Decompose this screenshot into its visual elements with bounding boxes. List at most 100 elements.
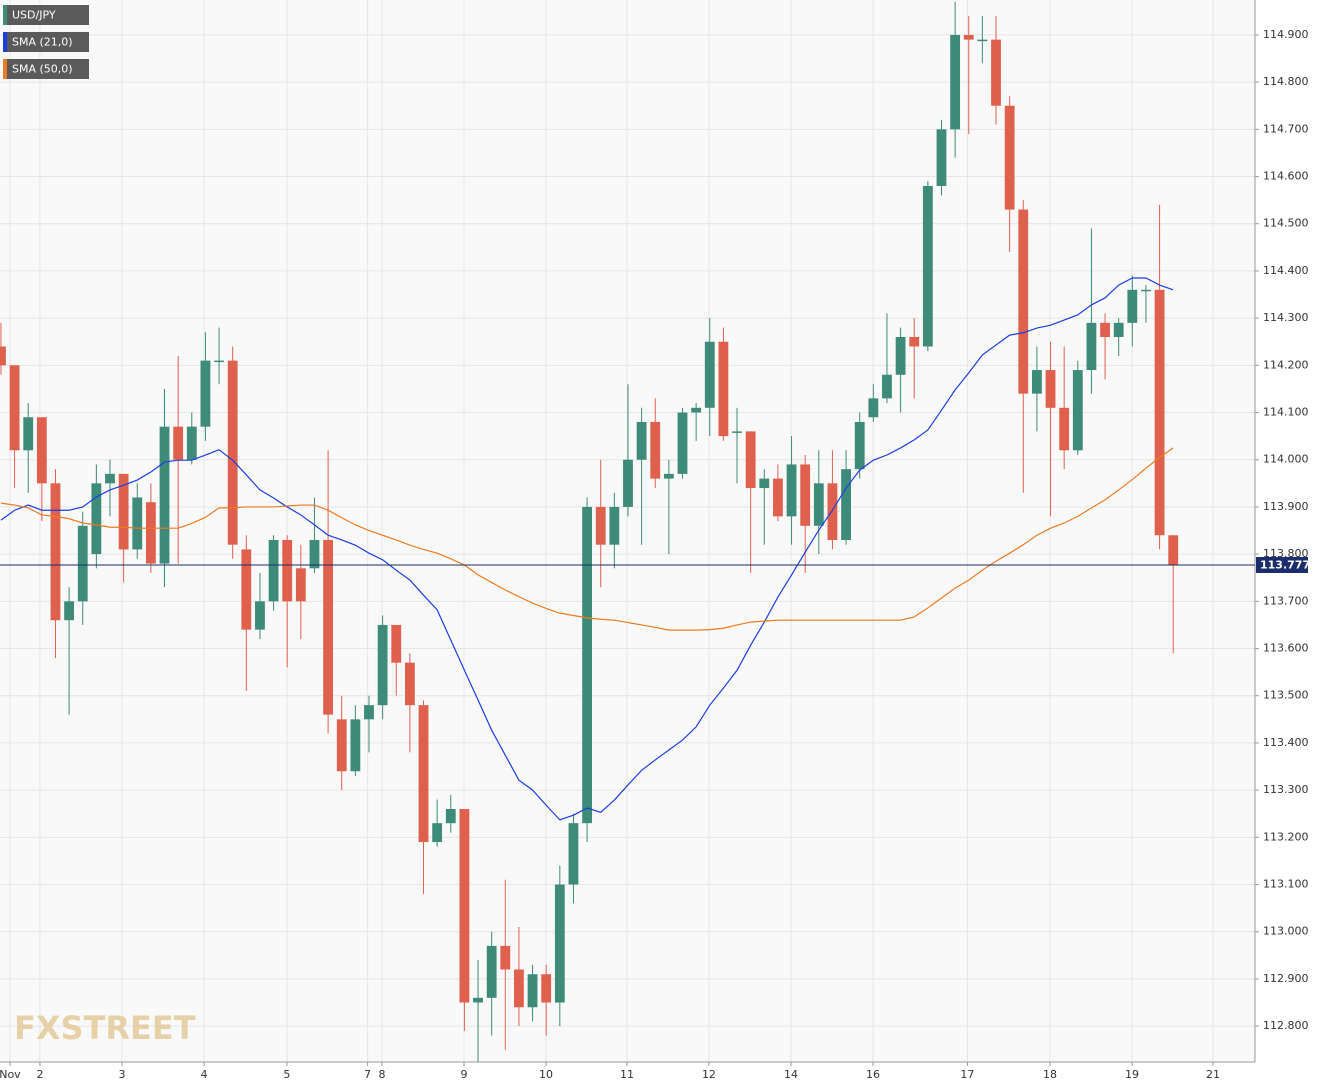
x-tick-label: 4 [201, 1068, 208, 1081]
legend-label: USD/JPY [12, 9, 56, 22]
candle-body [773, 478, 783, 517]
candle-body [991, 39, 1001, 106]
candle-body [745, 431, 756, 489]
candle-body [1127, 289, 1138, 323]
candle-body [50, 483, 61, 621]
candle-body [1100, 322, 1110, 338]
candle-body [23, 417, 34, 451]
candle-body [36, 417, 47, 484]
candle-body [1168, 535, 1179, 565]
plot [0, 1, 1179, 1062]
candle-body [841, 469, 851, 540]
candle-body [1086, 322, 1097, 371]
legend-swatch [3, 59, 7, 79]
y-tick-label: 113.000 [1263, 925, 1309, 938]
candle-body [595, 506, 606, 545]
candle-body [1154, 289, 1165, 536]
last-price-label: 113.777 [1260, 558, 1310, 571]
x-tick-label: 11 [620, 1068, 634, 1081]
last-price-box [1256, 556, 1308, 573]
candle-body [173, 426, 184, 460]
candle-body [0, 346, 6, 366]
candle-body [336, 719, 347, 772]
x-tick-label: 5 [283, 1068, 290, 1081]
candle-body [500, 945, 511, 970]
x-tick-label: 3 [118, 1068, 125, 1081]
x-tick-label: 16 [866, 1068, 880, 1081]
y-tick-label: 112.800 [1263, 1019, 1309, 1032]
candle-body [364, 705, 374, 720]
candle-body [118, 473, 129, 550]
sma-line [0, 447, 1174, 631]
y-tick-label: 114.400 [1263, 264, 1309, 277]
candle-body [582, 506, 592, 824]
x-tick-label: 8 [378, 1068, 385, 1081]
candle-body [677, 412, 688, 474]
legend-box[interactable] [3, 59, 89, 79]
candle-body [704, 341, 715, 408]
y-tick-label: 113.700 [1263, 594, 1309, 607]
candle-body [132, 497, 143, 550]
candle-body [377, 624, 388, 706]
candle-body [459, 809, 470, 1003]
x-tick-label: Nov [0, 1068, 21, 1081]
y-tick-label: 114.000 [1263, 453, 1309, 466]
x-tick-label: 17 [960, 1068, 974, 1081]
candle-body [227, 360, 238, 545]
candle-body [759, 478, 770, 489]
y-tick-label: 113.900 [1263, 500, 1309, 513]
candle-body [1113, 322, 1124, 338]
x-tick-label: 9 [460, 1068, 467, 1081]
candle-body [186, 426, 197, 460]
candle-body [214, 360, 224, 363]
y-tick-label: 112.900 [1263, 972, 1309, 985]
candle-body [1004, 105, 1015, 210]
y-tick-label: 113.800 [1263, 547, 1309, 560]
candle-body [813, 483, 824, 526]
y-tick-label: 113.200 [1263, 830, 1309, 843]
x-tick-label: 18 [1043, 1068, 1057, 1081]
y-tick-label: 114.700 [1263, 122, 1309, 135]
candle-body [309, 539, 320, 569]
candle-body [718, 341, 729, 437]
candle-body [623, 459, 633, 507]
candle-body [432, 823, 443, 843]
x-tick-label: 12 [702, 1068, 716, 1081]
candle-body [609, 506, 620, 545]
candle-body [159, 426, 170, 564]
x-tick-label: 19 [1125, 1068, 1139, 1081]
legend-swatch [3, 5, 7, 25]
candle-body [854, 421, 865, 470]
x-tick-label: 2 [36, 1068, 43, 1081]
candle-body [732, 431, 742, 433]
candle-body [255, 601, 265, 630]
y-tick-label: 114.300 [1263, 311, 1309, 324]
candle-body [541, 974, 552, 1003]
legend-label: SMA (21,0) [12, 36, 73, 49]
candle-body [404, 662, 415, 706]
candle-body [636, 421, 647, 460]
legend-box[interactable] [3, 32, 89, 52]
candle-body [295, 568, 306, 602]
legend-box[interactable] [3, 5, 89, 25]
candle-body [9, 365, 20, 451]
candle-body [1141, 289, 1151, 292]
candle-body [418, 705, 429, 843]
candle-body [268, 539, 279, 602]
candle-body [64, 601, 75, 621]
legend: USD/JPY SMA (21,0) SMA (50,0) [3, 5, 89, 79]
candle-body [514, 969, 524, 1008]
legend-swatch [3, 32, 7, 52]
candle-body [800, 464, 811, 526]
legend-label: SMA (50,0) [12, 63, 73, 76]
candle-body [1018, 209, 1029, 394]
candle-body [936, 129, 947, 186]
x-tick-label: 21 [1206, 1068, 1220, 1081]
candle-body [1031, 370, 1042, 394]
candle-body [200, 360, 211, 427]
y-tick-label: 113.400 [1263, 736, 1309, 749]
y-tick-label: 114.900 [1263, 28, 1309, 41]
candle-body [963, 34, 974, 40]
y-tick-label: 114.200 [1263, 358, 1309, 371]
